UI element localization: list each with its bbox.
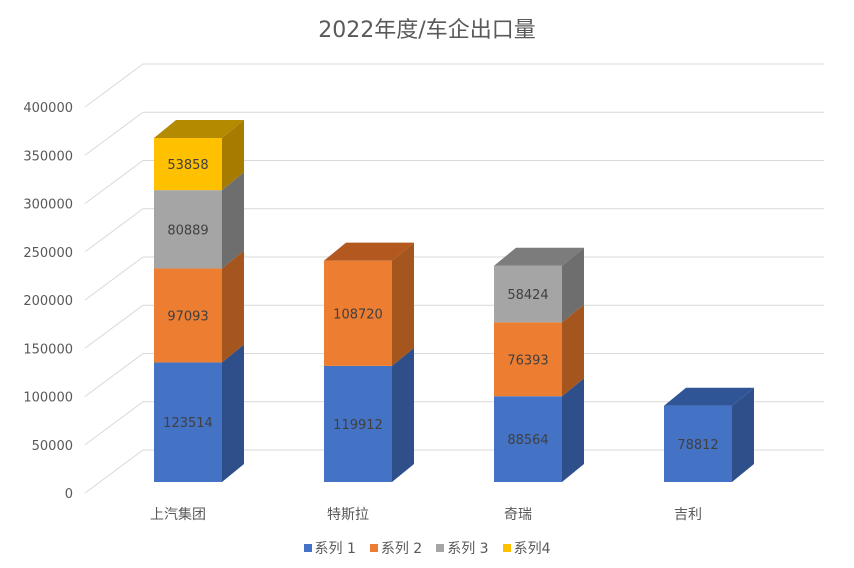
bar-group: 78812 [664, 387, 754, 482]
y-tick-label: 50000 [32, 439, 73, 454]
bar-segment[interactable] [324, 260, 392, 366]
data-label: 88564 [507, 433, 548, 448]
legend-item[interactable]: 系列 2 [369, 538, 423, 558]
legend-label: 系列 2 [380, 541, 423, 557]
data-label: 119912 [333, 418, 383, 433]
category-label: 奇瑞 [504, 506, 532, 523]
y-tick-label: 250000 [23, 246, 73, 261]
data-label: 58424 [507, 288, 548, 303]
legend-label: 系列4 [513, 541, 551, 557]
category-label: 吉利 [674, 507, 702, 523]
legend-label: 系列 3 [447, 541, 489, 557]
y-tick-label: 350000 [23, 149, 73, 164]
data-label: 97093 [167, 309, 208, 324]
bar-segment[interactable] [494, 396, 562, 482]
bar-group: 119912 108720 [324, 242, 414, 482]
bar-segment[interactable] [154, 138, 222, 191]
legend-item[interactable]: 系列4 [502, 538, 551, 558]
bar-segment[interactable] [324, 365, 392, 482]
y-tick-label: 400000 [23, 101, 73, 116]
data-label: 76393 [507, 353, 548, 368]
legend-item[interactable]: 系列 1 [303, 538, 356, 558]
data-label: 53858 [167, 158, 208, 173]
bar-group: 123514 97093 80889 53858 [154, 120, 244, 482]
y-tick-label: 150000 [23, 342, 73, 357]
bar-group: 88564 76393 58424 [494, 247, 584, 482]
data-label: 108720 [333, 307, 383, 322]
data-label: 78812 [677, 438, 718, 453]
legend-swatch-icon [436, 544, 445, 552]
legend-item[interactable]: 系列 3 [436, 538, 489, 558]
bar-segment[interactable] [494, 322, 562, 397]
gridlines [84, 63, 824, 494]
legend-label: 系列 1 [314, 541, 356, 557]
legend-swatch-icon [303, 544, 312, 552]
y-tick-label: 0 [65, 487, 73, 502]
bar-segment[interactable] [154, 268, 222, 363]
y-tick-label: 300000 [23, 198, 73, 213]
bar-segment[interactable] [154, 362, 222, 482]
data-label: 123514 [163, 416, 213, 431]
data-label: 80889 [167, 223, 208, 238]
category-label: 上汽集团 [150, 506, 206, 523]
legend-swatch-icon [369, 544, 378, 552]
category-label: 特斯拉 [327, 507, 369, 523]
y-tick-label: 200000 [23, 294, 73, 309]
y-tick-label: 100000 [23, 391, 73, 406]
bar-segment[interactable] [664, 405, 732, 482]
bar-segment[interactable] [154, 190, 222, 269]
legend-swatch-icon [502, 544, 511, 552]
chart-legend: 系列 1 系列 2 系列 3 系列4 [0, 538, 854, 558]
chart-title: 2022年度/车企出口量 [318, 18, 536, 43]
bar-segment[interactable] [494, 265, 562, 323]
